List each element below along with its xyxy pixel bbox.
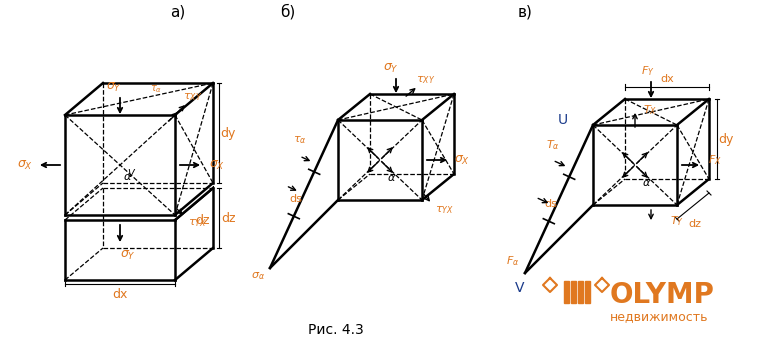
Text: dx: dx <box>112 288 128 300</box>
Text: U: U <box>558 113 568 127</box>
Bar <box>564 281 569 303</box>
Text: $V$: $V$ <box>128 167 136 179</box>
Text: $\tau_{YX}$: $\tau_{YX}$ <box>188 217 207 229</box>
Bar <box>571 281 576 303</box>
Text: $\alpha$: $\alpha$ <box>642 178 651 188</box>
Text: б): б) <box>280 4 296 20</box>
Text: $F_\alpha$: $F_\alpha$ <box>507 254 520 268</box>
Text: dz: dz <box>221 211 235 224</box>
Text: в): в) <box>518 5 532 19</box>
Text: Рис. 4.3: Рис. 4.3 <box>308 323 364 337</box>
Text: $F_Y$: $F_Y$ <box>641 64 655 78</box>
Text: $\tau_\alpha$: $\tau_\alpha$ <box>293 134 307 146</box>
Text: dy: dy <box>718 132 734 145</box>
Text: $\alpha$: $\alpha$ <box>388 173 396 183</box>
Text: $\tau_{YX}$: $\tau_{YX}$ <box>435 204 453 216</box>
Text: dx: dx <box>660 74 674 84</box>
Text: $\sigma_Y$: $\sigma_Y$ <box>383 61 399 75</box>
Text: $\alpha$: $\alpha$ <box>124 172 132 182</box>
Text: $T_X$: $T_X$ <box>643 103 657 117</box>
Text: $\tau_\alpha$: $\tau_\alpha$ <box>150 83 162 95</box>
Text: OLYMP: OLYMP <box>610 281 715 309</box>
Text: $\sigma_X$: $\sigma_X$ <box>209 158 225 172</box>
Text: ds: ds <box>544 199 557 209</box>
Text: $\tau_{XY}$: $\tau_{XY}$ <box>417 74 435 86</box>
Text: $\sigma_X$: $\sigma_X$ <box>454 153 470 167</box>
Text: $T_Y$: $T_Y$ <box>670 214 684 228</box>
Text: а): а) <box>171 5 186 19</box>
Text: $\tau_{XY}$: $\tau_{XY}$ <box>183 91 203 103</box>
Text: $\sigma_Y$: $\sigma_Y$ <box>106 80 122 94</box>
Bar <box>585 281 590 303</box>
Text: V: V <box>515 281 525 295</box>
Text: dz: dz <box>195 214 209 228</box>
Text: dz: dz <box>688 219 702 229</box>
Text: $\sigma_X$: $\sigma_X$ <box>17 158 33 172</box>
Text: $T_\alpha$: $T_\alpha$ <box>546 138 560 152</box>
Text: недвижимость: недвижимость <box>610 311 709 323</box>
Text: ds: ds <box>290 194 302 204</box>
Text: dy: dy <box>220 126 236 140</box>
Text: $\sigma_Y$: $\sigma_Y$ <box>120 248 136 262</box>
Text: $\sigma_\alpha$: $\sigma_\alpha$ <box>251 270 265 282</box>
Text: $F_X$: $F_X$ <box>708 153 722 167</box>
Bar <box>578 281 583 303</box>
